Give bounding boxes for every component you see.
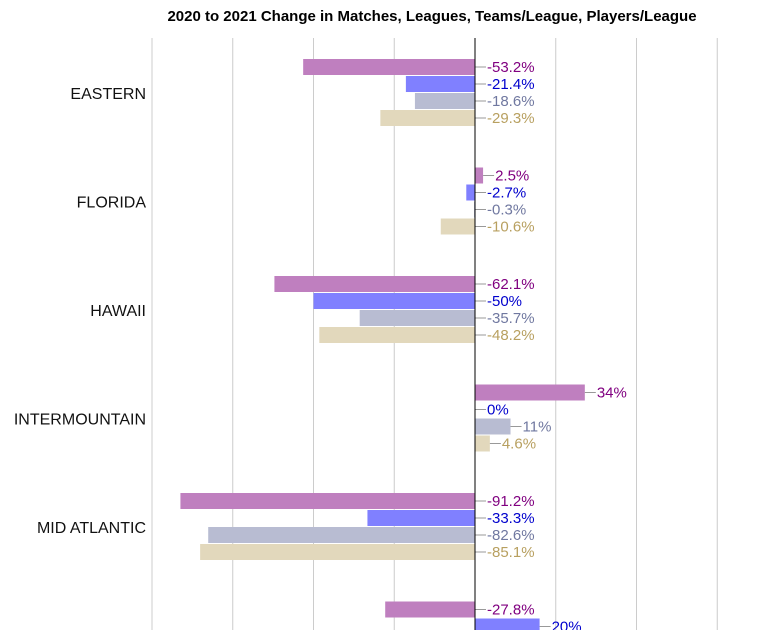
bar-s2 <box>405 76 475 92</box>
bar-s1 <box>274 276 475 292</box>
data-label: -21.4% <box>487 76 535 93</box>
data-label: -18.6% <box>487 93 535 110</box>
bar-s4 <box>200 544 475 560</box>
data-label: -29.3% <box>487 110 535 127</box>
bar-s3 <box>475 418 511 435</box>
bar-s4 <box>440 218 475 235</box>
data-label: 0% <box>487 402 509 419</box>
data-label: -0.3% <box>487 202 526 219</box>
data-label: -50% <box>487 293 522 310</box>
data-label: -91.2% <box>487 493 535 510</box>
bar-s1 <box>385 601 475 618</box>
bar-s3 <box>414 93 475 109</box>
data-label: -53.2% <box>487 59 535 76</box>
data-label: 2.5% <box>495 168 529 185</box>
bar-s2 <box>313 293 475 309</box>
category-label: EASTERN <box>70 86 146 103</box>
data-label: -27.8% <box>487 602 535 619</box>
chart-title: 2020 to 2021 Change in Matches, Leagues,… <box>167 8 697 25</box>
bar-s2 <box>475 618 540 630</box>
bar-s2 <box>466 184 475 201</box>
bar-s1 <box>180 493 475 509</box>
data-label: 34% <box>597 385 627 402</box>
data-label: -82.6% <box>487 527 535 544</box>
bar-s1 <box>475 167 484 184</box>
data-label: -2.7% <box>487 185 526 202</box>
category-label: MID ATLANTIC <box>37 520 146 537</box>
data-label: -33.3% <box>487 510 535 527</box>
category-label: FLORIDA <box>77 195 147 212</box>
data-label: -85.1% <box>487 544 535 561</box>
data-label: -10.6% <box>487 219 535 236</box>
bar-s4 <box>475 435 490 452</box>
bar-s4 <box>319 327 475 343</box>
category-label: HAWAII <box>90 303 146 320</box>
data-label: -48.2% <box>487 327 535 344</box>
bar-s4 <box>380 110 475 126</box>
data-label: 4.6% <box>502 436 536 453</box>
category-label: MIDDLE STATES <box>21 629 146 630</box>
data-label: 11% <box>523 419 552 436</box>
bar-s1 <box>475 384 585 401</box>
bar-s3 <box>208 527 475 543</box>
bar-s2 <box>367 510 475 526</box>
data-label: -62.1% <box>487 276 535 293</box>
data-label: -35.7% <box>487 310 535 327</box>
category-label: INTERMOUNTAIN <box>14 412 146 429</box>
bar-s3 <box>359 310 475 326</box>
data-label: 20% <box>552 619 582 630</box>
bar-s1 <box>303 59 475 75</box>
